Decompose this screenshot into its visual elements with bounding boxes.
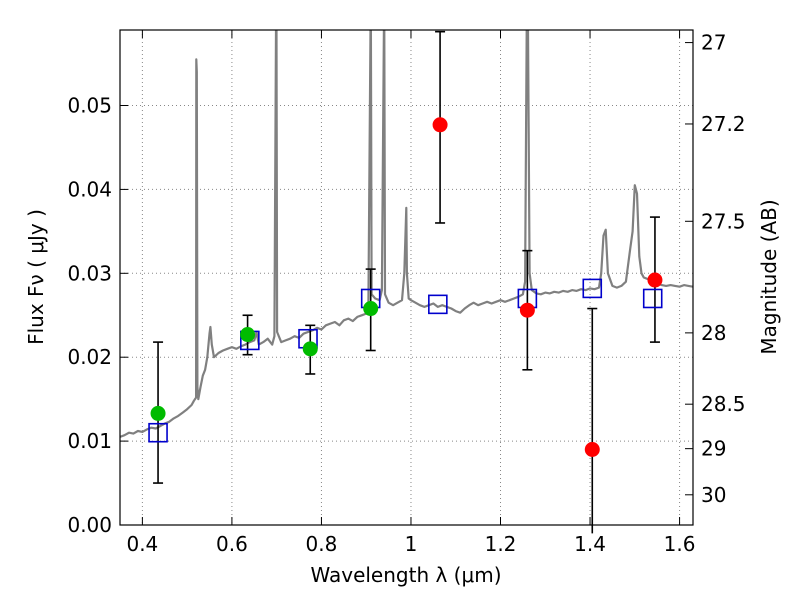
y-tick-label: 0.01 [67, 429, 112, 453]
tick-marks [120, 30, 693, 526]
y2-axis-title: Magnitude (AB) [757, 199, 781, 354]
tick-labels: 0.4 0.6 0.8 1 1.2 1.4 1.6 0.00 0.01 0.02 0.03 0.04 0… [67, 31, 745, 556]
plot-frame [119, 29, 694, 526]
y-tick-label: 0.00 [67, 513, 112, 537]
y-tick-label: 0.04 [67, 177, 112, 201]
model-marker [148, 422, 168, 443]
y-tick-label: 0.05 [67, 94, 112, 118]
y2-tick-label: 27.5 [701, 209, 746, 233]
detected-point [363, 301, 379, 317]
detected-point [302, 341, 318, 357]
undetected-point [584, 441, 600, 457]
model-marker [428, 294, 448, 315]
marker-layer [148, 117, 663, 457]
x-axis-title: Wavelength λ (μm) [310, 563, 501, 587]
y2-tick-label: 29 [701, 437, 726, 461]
x-tick-label: 1.6 [664, 532, 696, 556]
spectrum-line [120, 30, 693, 438]
y2-tick-label: 27.2 [701, 112, 746, 136]
y-tick-label: 0.02 [67, 345, 112, 369]
y2-tick-label: 30 [701, 483, 726, 507]
detected-point [240, 327, 256, 343]
x-tick-label: 1.4 [574, 532, 606, 556]
model-marker [642, 288, 663, 309]
x-tick-label: 0.6 [216, 532, 248, 556]
x-tick-label: 0.4 [126, 532, 158, 556]
y-axis-title: Flux Fν ( μJy ) [24, 209, 48, 345]
detected-point [150, 405, 166, 421]
y2-tick-label: 27 [701, 31, 726, 55]
undetected-point [432, 117, 448, 133]
undetected-point [519, 302, 535, 318]
spectrum-layer [120, 30, 693, 438]
model-marker [582, 278, 603, 299]
x-tick-label: 1.2 [485, 532, 517, 556]
undetected-point [647, 272, 663, 288]
y2-tick-label: 28 [701, 321, 726, 345]
x-tick-label: 1 [405, 532, 418, 556]
y-tick-label: 0.03 [67, 261, 112, 285]
x-tick-label: 0.8 [306, 532, 338, 556]
y2-tick-label: 28.5 [701, 392, 746, 416]
